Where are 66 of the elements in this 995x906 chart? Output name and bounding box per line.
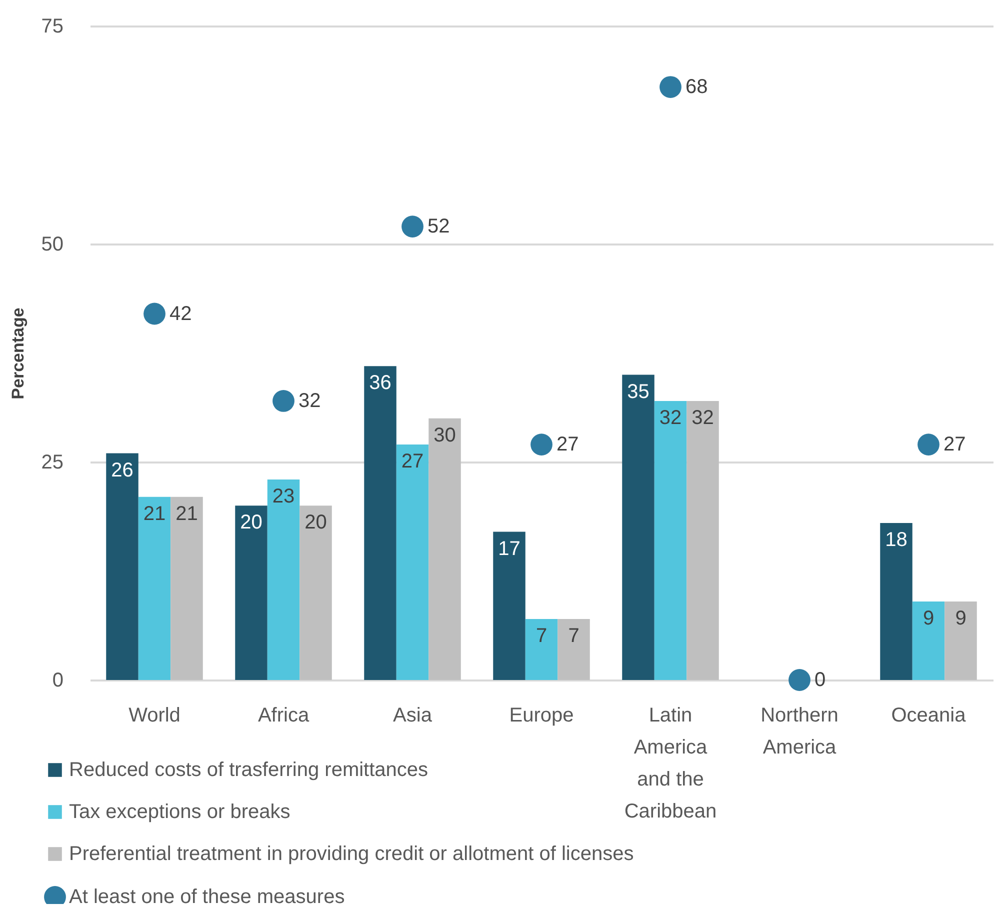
bar — [525, 618, 558, 680]
bar — [622, 374, 654, 680]
point — [144, 302, 166, 325]
bar — [138, 496, 171, 680]
bar — [493, 532, 526, 680]
bar — [300, 506, 332, 680]
point — [272, 390, 294, 412]
data-label: 32 — [692, 406, 714, 429]
data-label: 32 — [298, 390, 321, 412]
data-label: 35 — [627, 380, 650, 403]
data-label: 9 — [922, 608, 934, 630]
x-tick-label: Africa — [258, 704, 310, 726]
x-tick-label: Oceania — [891, 704, 967, 726]
point — [530, 434, 552, 456]
data-label: 27 — [401, 450, 424, 473]
x-tick-label: World — [128, 704, 180, 726]
bar — [880, 523, 912, 680]
data-label: 27 — [944, 434, 966, 456]
data-label: 23 — [272, 485, 295, 508]
data-label: 68 — [686, 76, 708, 98]
data-label: 0 — [814, 669, 826, 691]
bar — [686, 400, 719, 680]
x-tick-label: Asia — [393, 704, 433, 726]
data-label: 7 — [568, 624, 580, 647]
bar — [944, 602, 977, 680]
bar — [170, 496, 203, 680]
data-label: 18 — [885, 529, 908, 552]
data-label: 52 — [428, 216, 450, 238]
point — [788, 669, 810, 691]
data-label: 26 — [111, 459, 134, 482]
point — [918, 434, 940, 456]
bar — [912, 602, 945, 680]
bar — [106, 453, 138, 680]
legend-label: Preferential treatment in providing credit or allotment of licenses — [69, 843, 634, 865]
y-tick-label: 50 — [41, 234, 64, 256]
point — [660, 76, 682, 98]
data-label: 32 — [659, 406, 682, 429]
data-label: 9 — [955, 608, 966, 630]
y-tick-label: 25 — [41, 452, 64, 474]
point — [402, 216, 424, 238]
data-label: 27 — [556, 434, 579, 456]
data-label: 30 — [434, 424, 456, 446]
bar — [654, 400, 687, 680]
data-label: 36 — [369, 372, 392, 394]
y-tick-label: 75 — [41, 16, 64, 38]
data-label: 20 — [240, 512, 262, 534]
legend-label: Tax exceptions or breaks — [69, 801, 290, 823]
x-tick-label: Northern America — [760, 704, 838, 758]
y-axis-title: Percentage — [8, 308, 28, 400]
data-label: 7 — [536, 624, 548, 647]
bar — [558, 618, 590, 680]
y-tick-label: 0 — [52, 670, 64, 692]
data-label: 21 — [176, 502, 198, 525]
bar — [267, 479, 300, 680]
legend-label: Reduced costs of trasferring remittances — [69, 759, 428, 781]
bar — [396, 444, 429, 680]
data-label: 42 — [170, 302, 192, 325]
data-label: 20 — [304, 512, 327, 534]
x-tick-label: Europe — [509, 704, 574, 726]
bar — [428, 418, 461, 680]
bar — [364, 366, 396, 680]
bar — [235, 506, 268, 680]
data-label: 17 — [498, 538, 520, 560]
legend-label: At least one of these measures — [69, 886, 345, 906]
data-label: 21 — [143, 502, 166, 525]
x-tick-label: Latin America and the Caribbean — [624, 704, 717, 822]
